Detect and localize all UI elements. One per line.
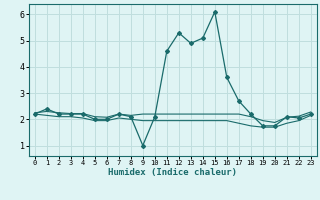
- X-axis label: Humidex (Indice chaleur): Humidex (Indice chaleur): [108, 168, 237, 177]
